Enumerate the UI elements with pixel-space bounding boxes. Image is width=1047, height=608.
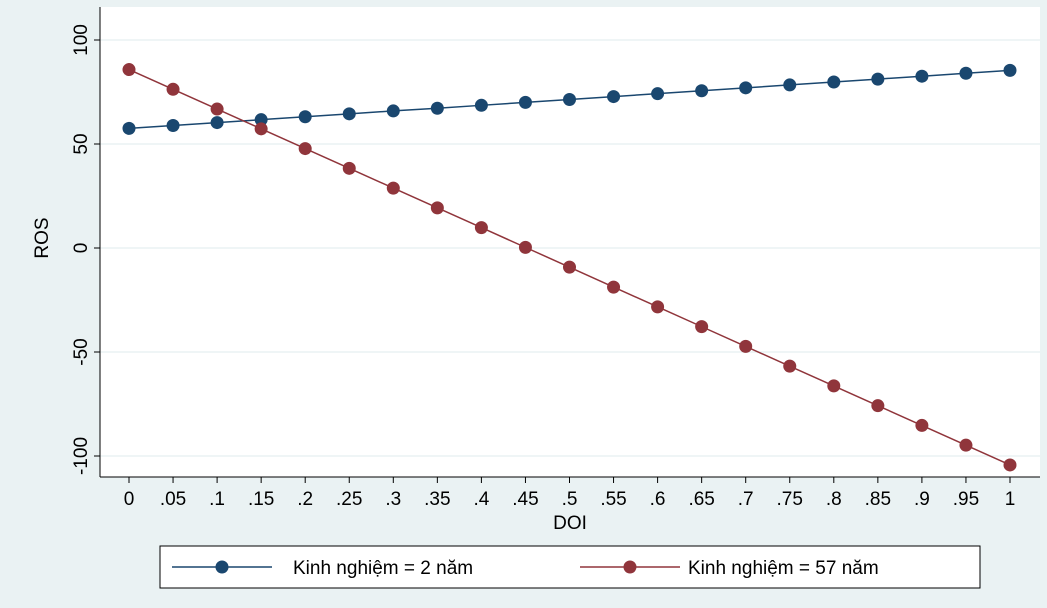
plot-background xyxy=(100,7,1040,477)
x-tick-label: .25 xyxy=(336,489,362,510)
data-point xyxy=(210,102,224,116)
data-point xyxy=(695,84,709,98)
data-point xyxy=(695,320,709,334)
data-point xyxy=(386,104,400,118)
x-tick-label: .05 xyxy=(160,489,186,510)
x-tick-label: 0 xyxy=(124,489,135,510)
data-point xyxy=(959,438,973,452)
data-point xyxy=(518,240,532,254)
legend-label: Kinh nghiệm = 57 năm xyxy=(688,558,879,579)
data-point xyxy=(783,359,797,373)
data-point xyxy=(474,221,488,235)
x-tick-label: .9 xyxy=(914,489,930,510)
data-point xyxy=(607,280,621,294)
legend: Kinh nghiệm = 2 năm Kinh nghiệm = 57 năm xyxy=(159,545,981,589)
y-tick-label: -100 xyxy=(71,437,92,475)
legend-item-2: Kinh nghiệm = 57 năm xyxy=(580,558,879,579)
data-point xyxy=(959,66,973,80)
x-tick-label: .85 xyxy=(865,489,891,510)
series-2 xyxy=(122,63,1017,472)
data-point xyxy=(518,95,532,109)
data-point xyxy=(342,161,356,175)
data-point xyxy=(430,101,444,115)
x-tick-label: .1 xyxy=(209,489,225,510)
x-tick-label: .75 xyxy=(777,489,803,510)
x-tick-label: .95 xyxy=(953,489,979,510)
x-tick-label: .3 xyxy=(385,489,401,510)
data-point xyxy=(783,78,797,92)
y-axis-title: ROS xyxy=(32,217,53,258)
data-point xyxy=(474,98,488,112)
data-point xyxy=(871,399,885,413)
x-tick-label: .15 xyxy=(248,489,274,510)
x-axis-title: DOI xyxy=(553,513,587,534)
data-point xyxy=(827,379,841,393)
axes: 100 50 0 -50 -100 0 .05 .1 .15 .2 .25 .3 .35 .4 .45 .5.… xyxy=(71,7,1040,510)
x-tick-label: .2 xyxy=(297,489,313,510)
data-point xyxy=(342,107,356,121)
data-point xyxy=(254,113,268,127)
data-point xyxy=(739,339,753,353)
x-tick-label: .5 xyxy=(562,489,578,510)
data-point xyxy=(254,122,268,136)
data-point xyxy=(298,142,312,156)
data-point xyxy=(430,201,444,215)
data-point xyxy=(386,181,400,195)
data-point xyxy=(915,418,929,432)
x-tick-label: .45 xyxy=(512,489,538,510)
legend-item-1: Kinh nghiệm = 2 năm xyxy=(172,558,473,579)
x-tick-label: .4 xyxy=(473,489,489,510)
x-tick-label: .35 xyxy=(424,489,450,510)
data-point xyxy=(651,87,665,101)
x-tick-label: .8 xyxy=(826,489,842,510)
y-tick-label: -50 xyxy=(71,338,92,365)
data-point xyxy=(739,81,753,95)
data-point xyxy=(166,118,180,132)
x-tick-label: .55 xyxy=(600,489,626,510)
data-point xyxy=(607,90,621,104)
data-point xyxy=(563,92,576,106)
y-tick-label: 0 xyxy=(71,243,92,254)
data-point xyxy=(651,300,665,314)
x-tick-label: 1 xyxy=(1005,489,1016,510)
data-point xyxy=(1003,458,1017,472)
x-tick-label: .65 xyxy=(688,489,714,510)
y-tick-label: 100 xyxy=(71,24,92,56)
data-point xyxy=(915,69,929,83)
grid-lines xyxy=(100,39,1040,457)
data-point xyxy=(1003,63,1017,77)
data-point xyxy=(122,63,136,77)
data-point xyxy=(298,110,312,124)
data-point xyxy=(827,75,841,89)
data-point xyxy=(122,121,136,135)
legend-box xyxy=(159,545,981,589)
x-tick-label: .7 xyxy=(738,489,754,510)
series-1 xyxy=(122,63,1017,135)
series-layer xyxy=(122,63,1017,472)
legend-label: Kinh nghiệm = 2 năm xyxy=(293,558,473,579)
x-tick-label: .6 xyxy=(650,489,666,510)
data-point xyxy=(166,82,180,96)
legend-marker xyxy=(215,560,229,574)
data-point xyxy=(210,116,224,130)
legend-marker xyxy=(623,560,637,574)
data-point xyxy=(563,260,576,274)
y-tick-label: 50 xyxy=(71,133,92,154)
data-point xyxy=(871,72,885,86)
